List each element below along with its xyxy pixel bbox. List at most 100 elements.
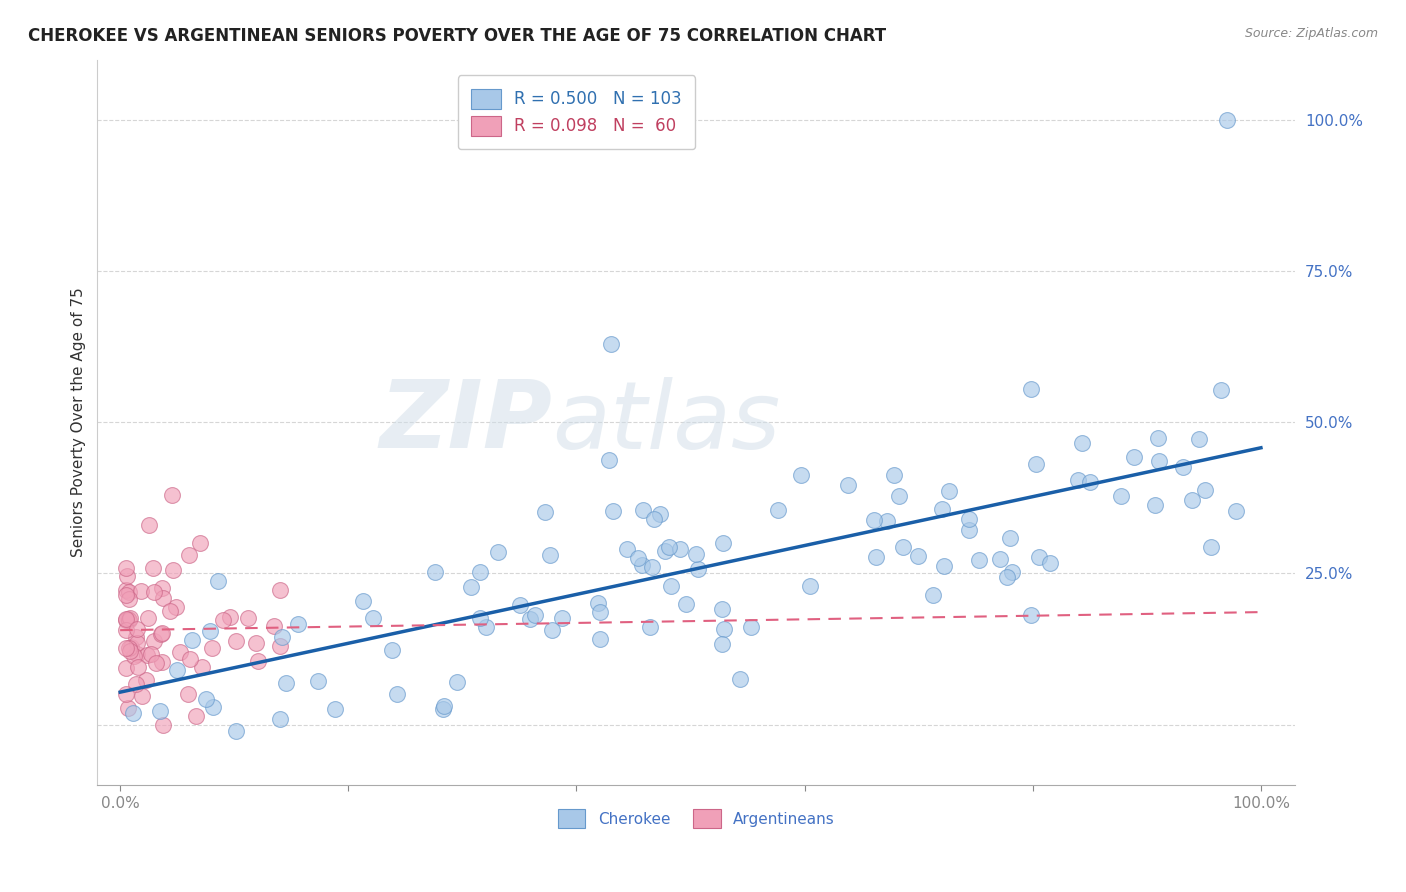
Point [1144, 498, 1167, 512]
Point [269, 640, 291, 654]
Point [160, 488, 183, 502]
Point [686, 562, 709, 576]
Point [638, 620, 661, 634]
Point [891, 540, 914, 554]
Point [246, 654, 269, 668]
Point [921, 588, 943, 602]
Point [145, 656, 167, 670]
Point [1019, 607, 1042, 622]
Point [799, 579, 821, 593]
Text: Source: ZipAtlas.com: Source: ZipAtlas.com [1244, 27, 1378, 40]
Point [125, 647, 148, 661]
Point [616, 541, 638, 556]
Point [120, 611, 142, 625]
Point [115, 588, 138, 602]
Text: ZIP: ZIP [380, 376, 553, 468]
Point [150, 581, 173, 595]
Point [1067, 473, 1090, 487]
Point [188, 536, 211, 550]
Point [125, 630, 148, 644]
Point [135, 648, 157, 663]
Point [967, 553, 990, 567]
Point [865, 549, 887, 564]
Point [1038, 556, 1060, 570]
Point [932, 559, 955, 574]
Point [432, 702, 454, 716]
Point [238, 611, 260, 625]
Point [198, 624, 221, 638]
Point [225, 723, 247, 738]
Legend: Cherokee, Argentineans: Cherokee, Argentineans [550, 802, 842, 836]
Point [768, 503, 790, 517]
Point [883, 468, 905, 483]
Point [938, 484, 960, 499]
Point [125, 636, 148, 650]
Point [1025, 457, 1047, 471]
Point [598, 452, 620, 467]
Point [470, 565, 492, 579]
Point [1021, 383, 1043, 397]
Point [325, 702, 347, 716]
Point [907, 549, 929, 563]
Point [162, 563, 184, 577]
Point [169, 645, 191, 659]
Point [142, 585, 165, 599]
Point [115, 612, 138, 626]
Point [385, 687, 408, 701]
Point [863, 513, 886, 527]
Point [931, 501, 953, 516]
Point [135, 673, 157, 687]
Point [1199, 540, 1222, 554]
Point [115, 687, 138, 701]
Point [115, 583, 138, 598]
Point [631, 502, 654, 516]
Point [1147, 454, 1170, 468]
Point [486, 545, 509, 559]
Point [740, 620, 762, 634]
Point [271, 630, 294, 644]
Point [141, 648, 163, 662]
Point [648, 508, 671, 522]
Point [1173, 460, 1195, 475]
Point [957, 523, 980, 537]
Point [212, 613, 235, 627]
Point [287, 617, 309, 632]
Point [152, 717, 174, 731]
Point [519, 612, 541, 626]
Point [150, 655, 173, 669]
Point [957, 512, 980, 526]
Point [710, 637, 733, 651]
Point [177, 549, 200, 563]
Point [589, 632, 612, 646]
Point [627, 550, 650, 565]
Point [1070, 436, 1092, 450]
Point [180, 632, 202, 647]
Point [245, 636, 267, 650]
Point [654, 544, 676, 558]
Point [142, 561, 165, 575]
Point [263, 619, 285, 633]
Point [1211, 383, 1233, 397]
Point [533, 505, 555, 519]
Point [381, 642, 404, 657]
Point [269, 712, 291, 726]
Point [523, 608, 546, 623]
Point [1078, 475, 1101, 490]
Point [631, 558, 654, 573]
Point [120, 644, 142, 658]
Point [1000, 531, 1022, 545]
Point [115, 623, 138, 637]
Point [711, 536, 734, 550]
Point [538, 549, 561, 563]
Point [179, 652, 201, 666]
Point [138, 518, 160, 533]
Point [1188, 432, 1211, 446]
Point [276, 676, 298, 690]
Y-axis label: Seniors Poverty Over the Age of 75: Seniors Poverty Over the Age of 75 [72, 287, 86, 558]
Point [165, 599, 187, 614]
Point [117, 701, 139, 715]
Point [117, 612, 139, 626]
Point [1181, 493, 1204, 508]
Point [685, 547, 707, 561]
Point [115, 661, 138, 675]
